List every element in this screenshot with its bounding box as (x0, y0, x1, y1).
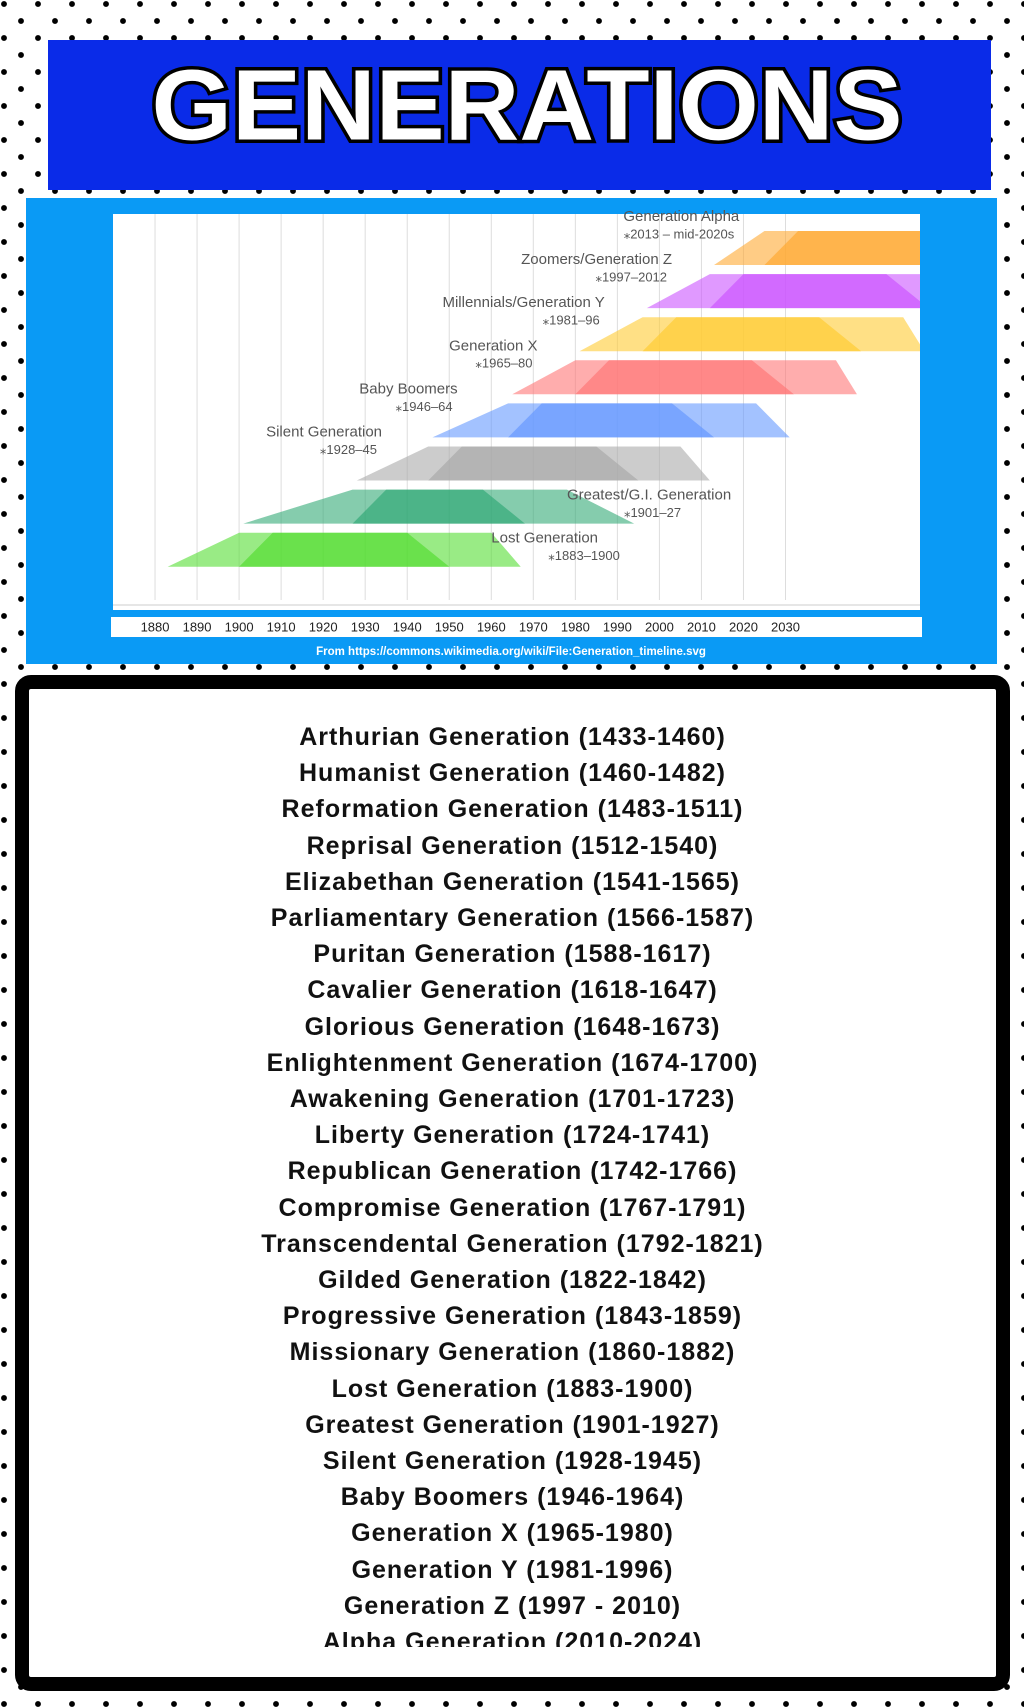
generation-item: Reprisal Generation (1512-1540) (306, 831, 719, 860)
generation-item: Gilded Generation (1822-1842) (318, 1266, 707, 1295)
generation-item: Generation Z (1997 - 2010) (343, 1591, 682, 1620)
generation-item: Generation Y (1981-1996) (351, 1555, 674, 1584)
x-tick-label: 2020 (729, 619, 758, 634)
generation-item: Liberty Generation (1724-1741) (314, 1121, 711, 1150)
generation-item: Alpha Generation (2010-2024) (322, 1628, 703, 1647)
bands (167, 231, 920, 567)
generation-dates: ⁎1981–96 (543, 313, 600, 328)
generation-name: Lost Generation (491, 530, 598, 547)
generation-name: Silent Generation (266, 423, 382, 440)
generation-dates: ⁎1901–27 (624, 505, 681, 520)
generation-name: Baby Boomers (359, 380, 457, 397)
x-tick-label: 2010 (687, 619, 716, 634)
x-tick-label: 1910 (267, 619, 296, 634)
generation-core (642, 317, 862, 352)
generation-item: Arthurian Generation (1433-1460) (299, 723, 726, 751)
generation-core (764, 231, 920, 265)
top-graphic: GENERATIONS Generation Alpha⁎2013 – mid-… (26, 40, 997, 664)
generation-item: Glorious Generation (1648-1673) (304, 1012, 721, 1041)
page-title: GENERATIONS (152, 49, 903, 161)
generation-item: Progressive Generation (1843-1859) (282, 1302, 743, 1331)
generation-core (508, 403, 715, 438)
generation-core (428, 446, 639, 481)
list: Arthurian Generation (1433-1460) Humanist… (29, 689, 996, 1647)
x-tick-label: 1980 (561, 619, 590, 634)
source-note: From https://commons.wikimedia.org/wiki/… (316, 646, 706, 658)
generation-item: Transcendental Generation (1792-1821) (261, 1229, 764, 1258)
x-tick-label: 2030 (771, 619, 800, 634)
x-tick-label: 1970 (519, 619, 548, 634)
x-tick-label: 1930 (351, 619, 380, 634)
generation-dates: ⁎1965–80 (475, 356, 532, 371)
generation-dates: ⁎1928–45 (320, 442, 377, 457)
x-tick-label: 1940 (393, 619, 422, 634)
generation-item: Cavalier Generation (1618-1647) (307, 976, 718, 1005)
generation-item: Republican Generation (1742-1766) (287, 1157, 738, 1186)
generation-name: Generation Alpha (623, 208, 740, 225)
generation-item: Awakening Generation (1701-1723) (289, 1085, 736, 1114)
generation-name: Millennials/Generation Y (442, 294, 604, 311)
title-banner (48, 40, 991, 190)
generation-name: Zoomers/Generation Z (521, 251, 672, 268)
generation-dates: ⁎2013 – mid-2020s (624, 226, 735, 241)
generation-item: Elizabethan Generation (1541-1565) (285, 867, 740, 896)
list-box: Arthurian Generation (1433-1460) Humanist… (15, 675, 1010, 1691)
generation-dates: ⁎1946–64 (396, 399, 453, 414)
generation-core (239, 532, 450, 567)
generation-core (352, 489, 525, 524)
generation-name: Greatest/G.I. Generation (567, 487, 731, 504)
x-tick-label: 1900 (225, 619, 254, 634)
generation-dates: ⁎1883–1900 (548, 548, 620, 563)
generation-core (575, 360, 794, 395)
generation-item: Generation X (1965-1980) (351, 1519, 674, 1548)
generation-item: Puritan Generation (1588-1617) (313, 940, 712, 969)
generation-item: Humanist Generation (1460-1482) (299, 759, 726, 788)
generation-item: Greatest Generation (1901-1927) (305, 1410, 720, 1439)
generation-item: Parliamentary Generation (1566-1587) (270, 904, 755, 933)
x-tick-label: 1890 (183, 619, 212, 634)
generation-name: Generation X (449, 337, 537, 354)
axis-strip (111, 617, 922, 637)
x-tick-label: 1880 (141, 619, 170, 634)
x-axis: 1880 1890 1900 1910 1920 1930 1940 1950 1960 1970… (141, 619, 800, 634)
generation-item: Compromise Generation (1767-1791) (278, 1193, 747, 1222)
generation-dates: ⁎1997–2012 (595, 270, 667, 285)
generation-core (709, 274, 920, 309)
x-tick-label: 1920 (309, 619, 338, 634)
x-tick-label: 1990 (603, 619, 632, 634)
generation-item: Reformation Generation (1483-1511) (281, 795, 744, 824)
x-tick-label: 1960 (477, 619, 506, 634)
generation-item: Enlightenment Generation (1674-1700) (266, 1048, 759, 1077)
generation-item: Lost Generation (1883-1900) (331, 1374, 694, 1403)
generation-item: Baby Boomers (1946-1964) (340, 1483, 685, 1512)
band-labels: Generation Alpha⁎2013 – mid-2020s Zoomers… (266, 208, 740, 563)
generation-item: Missionary Generation (1860-1882) (289, 1338, 736, 1367)
x-tick-label: 2000 (645, 619, 674, 634)
x-tick-label: 1950 (435, 619, 464, 634)
generation-item: Silent Generation (1928-1945) (322, 1447, 703, 1476)
